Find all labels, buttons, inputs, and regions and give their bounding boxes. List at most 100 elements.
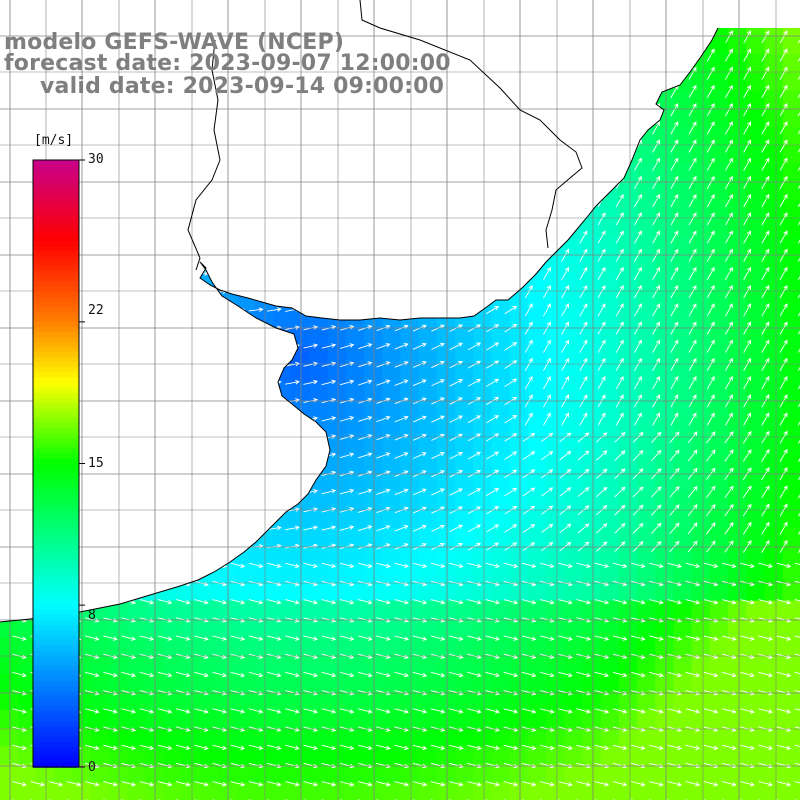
colorbar-step xyxy=(33,711,79,717)
colorbar-step xyxy=(33,307,79,313)
colorbar-step xyxy=(33,615,79,621)
colorbar-step xyxy=(33,514,79,520)
colorbar-step xyxy=(33,281,79,287)
colorbar-step xyxy=(33,509,79,515)
colorbar-step xyxy=(33,757,79,763)
colorbar-step xyxy=(33,221,79,227)
colorbar-step xyxy=(33,175,79,181)
colorbar-tick-30: 30 xyxy=(88,152,104,167)
colorbar-step xyxy=(33,474,79,480)
colorbar-step xyxy=(33,448,79,454)
colorbar-step xyxy=(33,185,79,191)
colorbar-step xyxy=(33,747,79,753)
valid-date: valid date: 2023-09-14 09:00:00 xyxy=(40,74,444,99)
colorbar-step xyxy=(33,504,79,510)
colorbar-tick-15: 15 xyxy=(88,456,104,471)
forecast-date: forecast date: 2023-09-07 12:00:00 xyxy=(4,51,451,76)
colorbar-step xyxy=(33,388,79,394)
colorbar-step xyxy=(33,676,79,682)
colorbar-step xyxy=(33,479,79,485)
colorbar-step xyxy=(33,595,79,601)
colorbar-step xyxy=(33,519,79,525)
colorbar xyxy=(33,160,85,768)
colorbar-step xyxy=(33,195,79,201)
colorbar-step xyxy=(33,211,79,217)
colorbar-step xyxy=(33,706,79,712)
colorbar-step xyxy=(33,661,79,667)
colorbar-step xyxy=(33,605,79,611)
colorbar-step xyxy=(33,453,79,459)
colorbar-step xyxy=(33,443,79,449)
colorbar-step xyxy=(33,337,79,343)
colorbar-step xyxy=(33,651,79,657)
colorbar-step xyxy=(33,297,79,303)
colorbar-tick-8: 8 xyxy=(88,608,96,623)
colorbar-tick-0: 0 xyxy=(88,760,96,775)
colorbar-step xyxy=(33,246,79,252)
colorbar-step xyxy=(33,570,79,576)
colorbar-step xyxy=(33,600,79,606)
colorbar-step xyxy=(33,585,79,591)
colorbar-step xyxy=(33,292,79,298)
colorbar-step xyxy=(33,529,79,535)
colorbar-step xyxy=(33,165,79,171)
colorbar-step xyxy=(33,200,79,206)
colorbar-step xyxy=(33,266,79,272)
colorbar-step xyxy=(33,696,79,702)
colorbar-step xyxy=(33,241,79,247)
colorbar-step xyxy=(33,190,79,196)
colorbar-step xyxy=(33,701,79,707)
colorbar-step xyxy=(33,641,79,647)
colorbar-step xyxy=(33,383,79,389)
colorbar-step xyxy=(33,231,79,237)
colorbar-step xyxy=(33,428,79,434)
colorbar-step xyxy=(33,271,79,277)
colorbar-step xyxy=(33,216,79,222)
colorbar-step xyxy=(33,378,79,384)
colorbar-step xyxy=(33,727,79,733)
colorbar-step xyxy=(33,691,79,697)
colorbar-step xyxy=(33,469,79,475)
colorbar-step xyxy=(33,160,79,166)
colorbar-step xyxy=(33,398,79,404)
colorbar-step xyxy=(33,332,79,338)
colorbar-step xyxy=(33,352,79,358)
colorbar-step xyxy=(33,671,79,677)
colorbar-step xyxy=(33,549,79,555)
colorbar-step xyxy=(33,180,79,186)
colorbar-step xyxy=(33,433,79,439)
colorbar-step xyxy=(33,620,79,626)
colorbar-step xyxy=(33,302,79,308)
colorbar-step xyxy=(33,408,79,414)
colorbar-step xyxy=(33,646,79,652)
colorbar-step xyxy=(33,413,79,419)
colorbar-step xyxy=(33,403,79,409)
colorbar-step xyxy=(33,236,79,242)
colorbar-step xyxy=(33,630,79,636)
colorbar-step xyxy=(33,458,79,464)
colorbar-step xyxy=(33,170,79,176)
colorbar-step xyxy=(33,524,79,530)
colorbar-step xyxy=(33,226,79,232)
colorbar-step xyxy=(33,206,79,212)
colorbar-step xyxy=(33,555,79,561)
colorbar-step xyxy=(33,489,79,495)
colorbar-step xyxy=(33,438,79,444)
colorbar-step xyxy=(33,372,79,378)
colorbar-step xyxy=(33,666,79,672)
colorbar-step xyxy=(33,464,79,470)
colorbar-step xyxy=(33,590,79,596)
colorbar-tick-22: 22 xyxy=(88,303,104,318)
colorbar-step xyxy=(33,499,79,505)
colorbar-step xyxy=(33,312,79,318)
colorbar-step xyxy=(33,494,79,500)
colorbar-step xyxy=(33,716,79,722)
colorbar-step xyxy=(33,251,79,257)
colorbar-step xyxy=(33,737,79,743)
colorbar-step xyxy=(33,418,79,424)
colorbar-step xyxy=(33,484,79,490)
colorbar-step xyxy=(33,423,79,429)
colorbar-step xyxy=(33,580,79,586)
